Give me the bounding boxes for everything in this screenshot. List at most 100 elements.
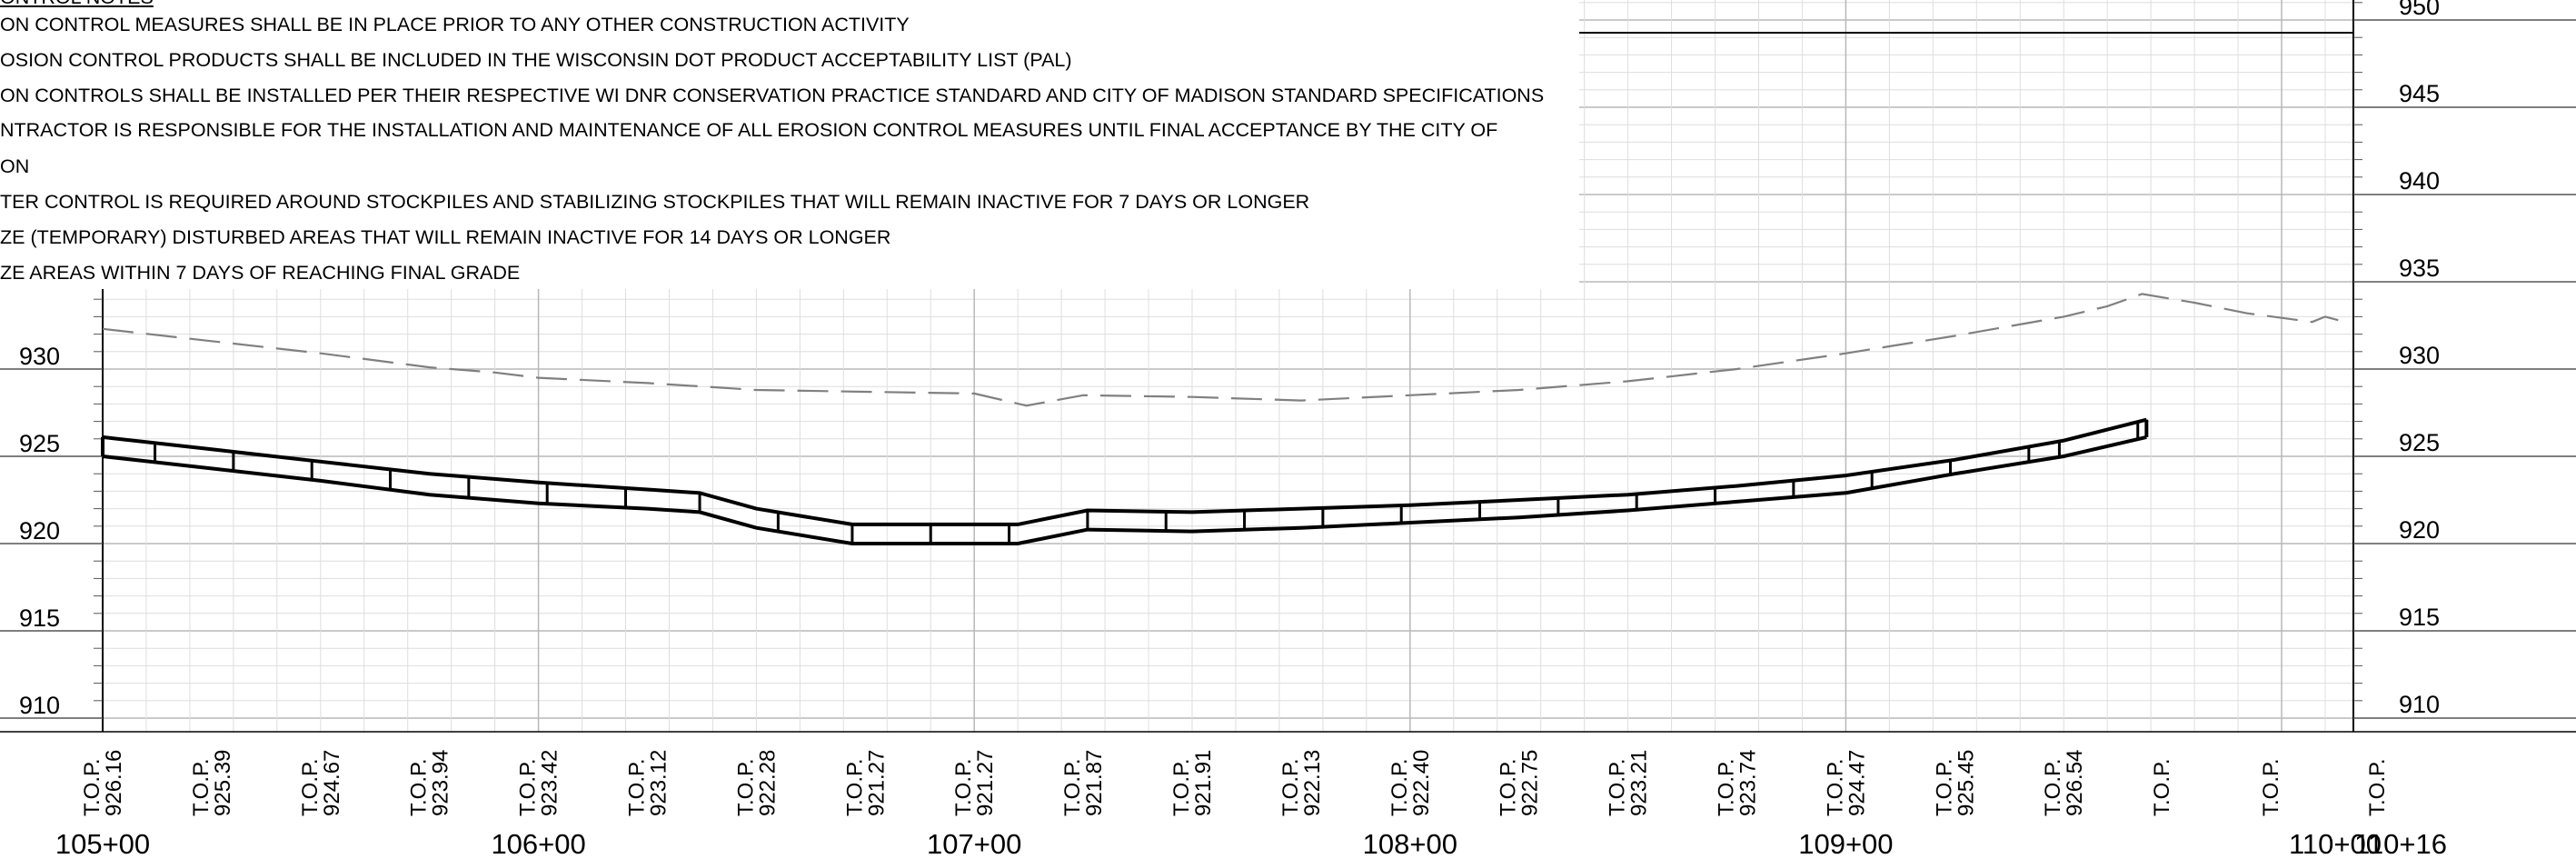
- top-of-pipe-callout: T.O.P.925.39: [189, 750, 235, 816]
- top-of-pipe-callout: T.O.P.: [2150, 758, 2174, 816]
- top-of-pipe-label: T.O.P.: [951, 758, 976, 816]
- top-of-pipe-label: T.O.P.: [1169, 758, 1194, 816]
- top-of-pipe-callout: T.O.P.923.42: [516, 750, 562, 816]
- top-of-pipe-label: T.O.P.: [1387, 758, 1412, 816]
- top-of-pipe-label: T.O.P.: [625, 758, 650, 816]
- note-line: TER CONTROL IS REQUIRED AROUND STOCKPILE…: [0, 191, 1310, 213]
- right-elevation-label: 920: [2399, 516, 2440, 544]
- top-of-pipe-elevation: 924.67: [320, 750, 344, 816]
- top-of-pipe-callout: T.O.P.923.74: [1715, 750, 1761, 816]
- top-of-pipe-elevation: 923.94: [429, 750, 453, 816]
- top-of-pipe-label: T.O.P.: [1715, 758, 1739, 816]
- note-line: NTRACTOR IS RESPONSIBLE FOR THE INSTALLA…: [0, 119, 1498, 141]
- station-label: 110+00: [2289, 828, 2382, 859]
- pipe-top-line: [102, 417, 2147, 526]
- top-of-pipe-label: T.O.P.: [2150, 758, 2174, 816]
- top-of-pipe-elevation: 923.74: [1736, 750, 1761, 816]
- top-of-pipe-label: T.O.P.: [80, 758, 104, 816]
- right-elevation-label: 940: [2399, 167, 2440, 195]
- top-of-pipe-elevation: 926.54: [2063, 750, 2087, 816]
- station-label: 106+00: [491, 828, 585, 859]
- top-of-pipe-elevation: 922.28: [755, 750, 780, 816]
- top-of-pipe-callout: T.O.P.923.94: [407, 750, 453, 816]
- station-label: 108+00: [1363, 828, 1457, 859]
- top-of-pipe-callout: T.O.P.921.87: [1060, 750, 1107, 816]
- left-elevation-label: 910: [19, 692, 60, 719]
- top-of-pipe-callout: T.O.P.: [2259, 758, 2283, 816]
- right-elevation-label: 915: [2399, 604, 2440, 631]
- note-line: OSION CONTROL PRODUCTS SHALL BE INCLUDED…: [0, 49, 1072, 71]
- top-of-pipe-elevation: 921.27: [973, 750, 998, 816]
- top-of-pipe-elevation: 923.12: [647, 750, 671, 816]
- top-of-pipe-elevation: 925.39: [211, 750, 235, 816]
- top-of-pipe-callout: T.O.P.926.54: [2041, 750, 2087, 816]
- axes: [0, 0, 2576, 733]
- top-of-pipe-callout: T.O.P.923.12: [625, 750, 671, 816]
- top-of-pipe-elevation: 923.42: [538, 750, 562, 816]
- top-of-pipe-label: T.O.P.: [298, 758, 323, 816]
- top-of-pipe-callout: T.O.P.922.13: [1278, 750, 1325, 816]
- top-of-pipe-callout: T.O.P.924.47: [1823, 750, 1869, 816]
- note-line: ZE AREAS WITHIN 7 DAYS OF REACHING FINAL…: [0, 262, 521, 284]
- top-of-pipe-label: T.O.P.: [1497, 758, 1521, 816]
- station-label: 109+00: [1798, 828, 1893, 859]
- top-of-pipe-callout: T.O.P.922.40: [1387, 750, 1434, 816]
- station-label: 110+16: [2354, 828, 2447, 859]
- top-of-pipe-elevation: 922.75: [1518, 750, 1543, 816]
- top-of-pipe-callout: T.O.P.922.28: [733, 750, 780, 816]
- right-elevation-label: 925: [2399, 429, 2440, 456]
- right-elevation-label: 935: [2399, 255, 2440, 282]
- top-of-pipe-label: T.O.P.: [1060, 758, 1085, 816]
- top-of-pipe-callout: T.O.P.924.67: [298, 750, 344, 816]
- top-of-pipe-elevation: 924.47: [1845, 750, 1869, 816]
- top-of-pipe-callout: T.O.P.921.91: [1169, 750, 1216, 816]
- top-of-pipe-label: T.O.P.: [733, 758, 758, 816]
- note-line: ON CONTROLS SHALL BE INSTALLED PER THEIR…: [0, 85, 1545, 106]
- top-of-pipe-elevation: 926.16: [102, 750, 126, 816]
- top-of-pipe-callout: T.O.P.923.21: [1606, 750, 1652, 816]
- top-of-pipe-elevation: 923.21: [1627, 750, 1652, 816]
- top-of-pipe-callout: T.O.P.921.27: [951, 750, 998, 816]
- pipe-profile-layer: [101, 417, 2149, 545]
- top-of-pipe-label: T.O.P.: [2259, 758, 2283, 816]
- top-of-pipe-label: T.O.P.: [189, 758, 214, 816]
- top-of-pipe-elevation: 925.45: [1954, 750, 1978, 816]
- top-of-pipe-label: T.O.P.: [842, 758, 867, 816]
- top-of-pipe-label: T.O.P.: [1278, 758, 1303, 816]
- note-line: ON CONTROL MEASURES SHALL BE IN PLACE PR…: [0, 14, 910, 35]
- top-of-pipe-label: T.O.P.: [2041, 758, 2065, 816]
- top-of-pipe-elevation: 921.91: [1191, 750, 1216, 816]
- top-of-pipe-label: T.O.P.: [2365, 758, 2390, 816]
- pipe-bottom-line: [102, 434, 2147, 545]
- right-elevation-label: 950: [2399, 0, 2440, 20]
- top-of-pipe-elevation: 922.40: [1409, 750, 1434, 816]
- left-elevation-label: 920: [19, 517, 60, 544]
- top-of-pipe-elevation: 922.13: [1300, 750, 1325, 816]
- right-elevation-label: 930: [2399, 342, 2440, 369]
- top-of-pipe-callout: T.O.P.922.75: [1497, 750, 1543, 816]
- top-of-pipe-label: T.O.P.: [407, 758, 432, 816]
- top-of-pipe-label: T.O.P.: [1823, 758, 1847, 816]
- top-of-pipe-label: T.O.P.: [1932, 758, 1956, 816]
- left-elevation-label: 925: [19, 430, 60, 457]
- note-line: ZE (TEMPORARY) DISTURBED AREAS THAT WILL…: [0, 226, 891, 248]
- top-of-pipe-elevation: 921.27: [864, 750, 889, 816]
- top-of-pipe-callout: T.O.P.926.16: [80, 750, 126, 816]
- labels: 930 925 920 915 910 950 945 940 935 930 925 920 915 9…: [19, 0, 2447, 859]
- existing-ground-line: [102, 293, 2339, 407]
- existing-ground-layer: [102, 293, 2339, 407]
- top-of-pipe-callout: T.O.P.925.45: [1932, 750, 1978, 816]
- erosion-control-notes: ONTROL NOTES ON CONTROL MEASURES SHALL B…: [0, 0, 1579, 289]
- notes-title: ONTROL NOTES: [0, 0, 154, 8]
- right-elevation-label: 910: [2399, 691, 2440, 718]
- top-of-pipe-label: T.O.P.: [516, 758, 541, 816]
- left-elevation-label: 930: [19, 343, 60, 370]
- station-label: 107+00: [927, 828, 1021, 859]
- top-of-pipe-elevation: 921.87: [1082, 750, 1107, 816]
- station-label: 105+00: [55, 828, 150, 859]
- left-elevation-label: 915: [19, 604, 60, 632]
- top-of-pipe-callout: T.O.P.921.27: [842, 750, 889, 816]
- top-of-pipe-label: T.O.P.: [1606, 758, 1630, 816]
- note-line: ON: [0, 155, 30, 177]
